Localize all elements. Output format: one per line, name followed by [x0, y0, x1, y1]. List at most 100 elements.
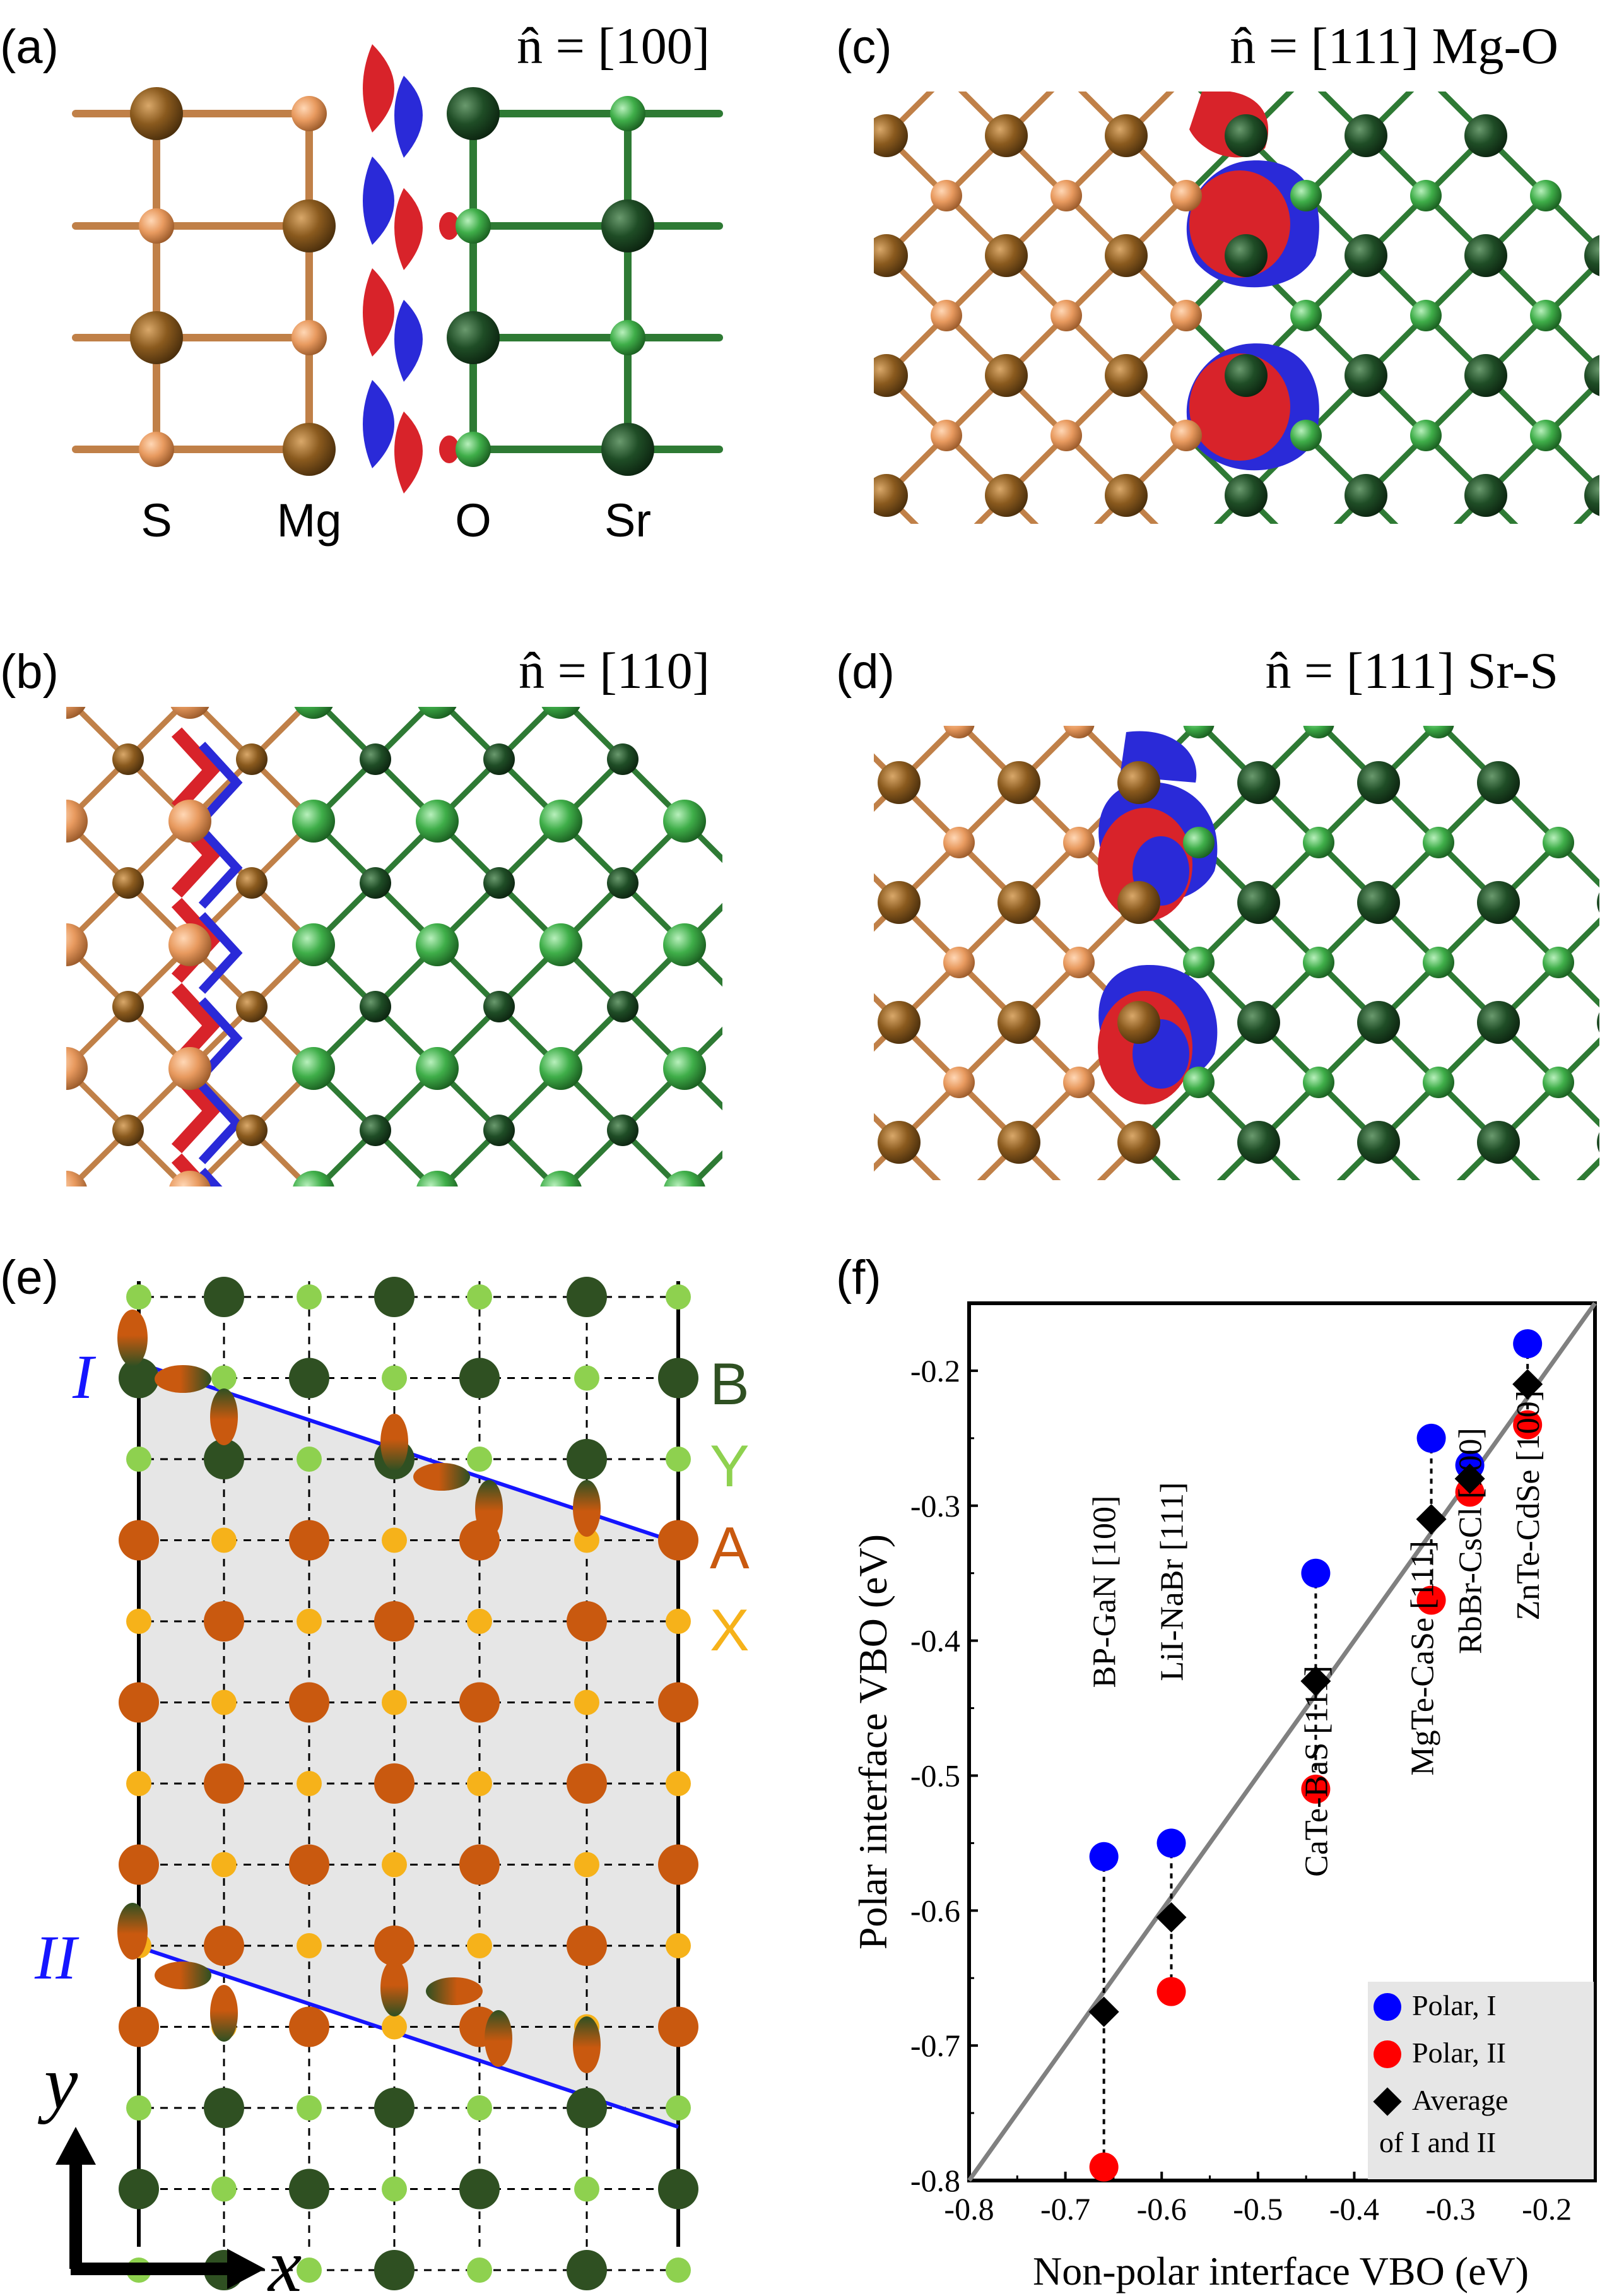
site-B	[374, 1277, 415, 1317]
atom-Sr	[1290, 540, 1322, 571]
atom-Mg	[1063, 1186, 1095, 1218]
atom-Mg	[1050, 420, 1082, 451]
charge-lobe	[198, 827, 243, 909]
atom-S	[1117, 881, 1160, 924]
polar-I-point	[1416, 1423, 1446, 1453]
site-Y	[297, 1284, 322, 1310]
site-B	[204, 1277, 244, 1317]
legend-box	[1368, 1982, 1594, 2179]
layer-label-B: B	[710, 1351, 750, 1417]
legend-average-marker	[1373, 2087, 1402, 2116]
atom-S	[1105, 114, 1148, 157]
atom-Sr	[1290, 420, 1322, 451]
atom-Sr	[1290, 300, 1322, 331]
charge-lobe	[363, 268, 394, 357]
polar-II-point	[1089, 2152, 1119, 2182]
charge-lobe	[171, 727, 221, 813]
site-X	[574, 1527, 599, 1553]
average-point	[1512, 1369, 1543, 1400]
atom-label-S: S	[141, 494, 172, 547]
atom-Mg	[823, 707, 855, 738]
site-A	[567, 1601, 607, 1642]
atom-Mg	[931, 540, 962, 571]
legend-polar-I-label: Polar, I	[1412, 1989, 1497, 2021]
site-A	[289, 2006, 329, 2047]
legend-average-label-2: of I and II	[1379, 2126, 1496, 2158]
supercell-region	[139, 1363, 678, 2127]
atom-S	[236, 867, 268, 899]
atom-Sr	[1303, 726, 1334, 738]
atom-S	[1105, 474, 1148, 517]
atom-Sr	[610, 96, 645, 131]
panel-c: (c) n̂ = [111] Mg-O	[836, 17, 1599, 571]
site-X	[467, 1933, 492, 1958]
panel-b-label: (b)	[0, 645, 59, 699]
site-X	[297, 1933, 322, 1958]
site-A	[119, 1844, 159, 1885]
site-B	[374, 2088, 415, 2128]
bond-lobe	[485, 2010, 512, 2067]
charge-lobe	[198, 997, 243, 1079]
atom-Sr	[294, 707, 333, 719]
site-B	[289, 2169, 329, 2210]
site-Y	[126, 1284, 151, 1310]
site-B	[567, 2088, 607, 2128]
charge-lobe	[198, 742, 243, 824]
vbo-chart: -0.8 -0.7 -0.6 -0.5 -0.4 -0.3 -0.2 -0.8 -0.7 -0.6…	[850, 1301, 1597, 2293]
parity-line	[967, 1301, 1597, 2182]
bond-lobe	[573, 2016, 601, 2073]
atom-Mg	[66, 1171, 87, 1186]
atom-O	[360, 743, 391, 775]
atom-Sr	[539, 800, 582, 843]
atom-Sr	[1530, 540, 1562, 571]
atom-S	[1117, 1001, 1160, 1044]
atom-O	[1584, 235, 1599, 276]
site-A	[658, 1844, 698, 1885]
panel-b-structure	[66, 707, 762, 1186]
atom-O	[447, 311, 500, 364]
atom-Sr	[1410, 180, 1442, 211]
atom-Mg	[943, 947, 975, 978]
atom-O	[731, 867, 762, 899]
atom-S	[874, 234, 908, 277]
x-axis-label: x	[267, 2223, 302, 2296]
atom-Mg	[66, 923, 88, 966]
atom-Sr	[539, 923, 582, 966]
bond-lobe	[155, 1365, 211, 1393]
bond-lobe	[380, 1414, 408, 1471]
site-A	[204, 1926, 244, 1966]
site-Y	[382, 2176, 407, 2202]
atom-Sr	[1423, 947, 1454, 978]
site-A	[374, 1926, 415, 1966]
y-tick-label: -0.2	[910, 1353, 960, 1388]
atom-Sr	[1410, 420, 1442, 451]
atom-O	[483, 867, 515, 899]
x-tick-label: -0.5	[1233, 2191, 1283, 2227]
atom-O	[1225, 474, 1268, 517]
atom-O	[483, 991, 515, 1022]
atom-Sr	[541, 707, 580, 719]
x-tick-label: -0.2	[1522, 2191, 1572, 2227]
atom-O	[360, 991, 391, 1022]
atom-O	[607, 1115, 638, 1146]
atom-O	[1225, 234, 1268, 277]
charge-lobe	[363, 44, 394, 133]
layer-label-Y: Y	[710, 1433, 750, 1499]
atom-Sr	[1303, 827, 1334, 858]
atom-Mg	[931, 60, 962, 92]
atom-O	[360, 1115, 391, 1146]
panel-a: (a) n̂ = [100] S Mg O Sr	[0, 17, 723, 547]
panel-d: (d) n̂ = [111] Sr-S	[823, 642, 1599, 1218]
system-label: RbBr-CsCl [100]	[1453, 1428, 1489, 1654]
atom-O	[1464, 234, 1507, 277]
site-X	[666, 1609, 691, 1634]
atom-Mg	[823, 827, 855, 858]
plot-frame	[967, 1301, 1597, 2182]
site-B	[289, 1358, 329, 1399]
atom-Mg	[823, 947, 855, 978]
atom-Sr	[418, 707, 457, 719]
atom-O	[1345, 354, 1387, 397]
atom-Sr	[1183, 726, 1215, 738]
atom-Mg	[1170, 540, 1202, 571]
